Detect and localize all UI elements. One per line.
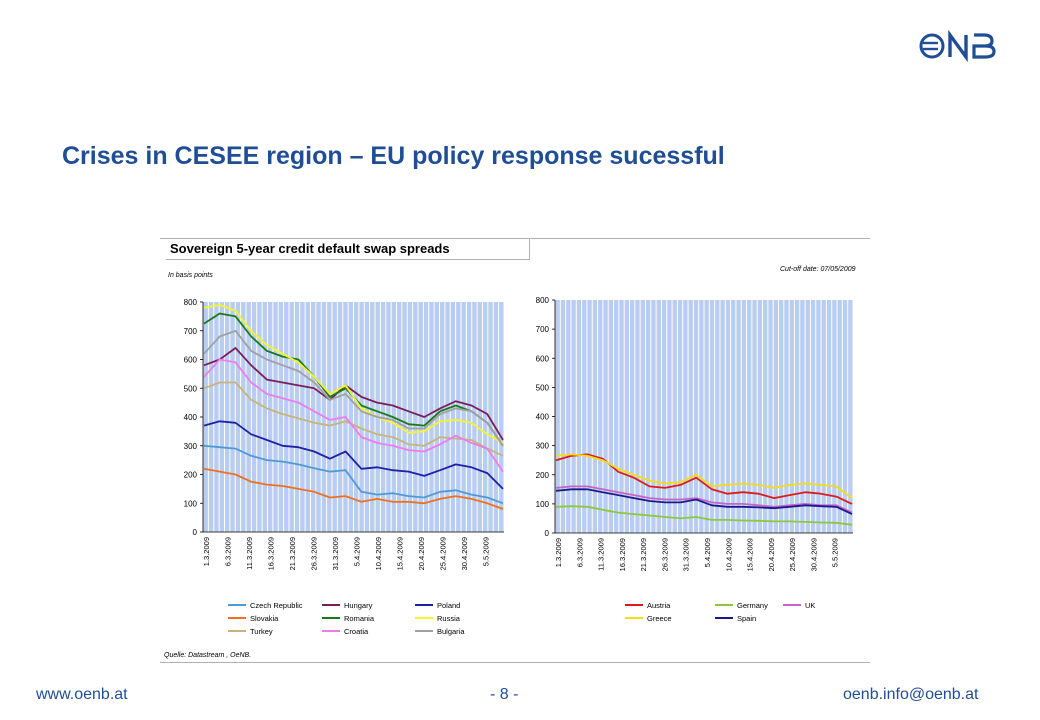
x-tick-label: 16.3.2009	[618, 538, 627, 571]
x-tick-label: 26.3.2009	[660, 538, 669, 571]
legend-label-turkey: Turkey	[250, 627, 273, 636]
x-tick-label: 11.3.2009	[245, 537, 254, 570]
oenb-logo	[919, 30, 996, 62]
y-tick-label: 600	[184, 356, 198, 365]
x-tick-label: 25.4.2009	[439, 537, 448, 570]
legend-label-uk: UK	[805, 601, 815, 610]
series-line-russia	[203, 304, 504, 444]
x-tick-label: 21.3.2009	[288, 537, 297, 570]
series-line-spain	[555, 488, 853, 515]
y-tick-label: 100	[184, 499, 198, 508]
series-line-poland	[203, 420, 504, 490]
series-line-uk	[555, 485, 853, 514]
page-number: - 8 -	[490, 686, 519, 703]
y-tick-label: 500	[536, 383, 550, 392]
x-tick-label: 10.4.2009	[374, 537, 383, 570]
x-tick-label: 5.4.2009	[703, 538, 712, 567]
series-line-bulgaria	[203, 329, 504, 447]
x-tick-label: 6.3.2009	[575, 538, 584, 567]
y-tick-label: 400	[184, 413, 198, 422]
x-tick-label: 31.3.2009	[682, 538, 691, 571]
series-line-hungary	[203, 347, 504, 441]
figure-bottom-rule	[160, 662, 870, 663]
cutoff-note: Cut-off date: 07/05/2009	[780, 266, 856, 273]
x-tick-label: 5.4.2009	[353, 537, 362, 566]
y-tick-label: 500	[184, 384, 198, 393]
x-tick-label: 21.3.2009	[639, 538, 648, 571]
y-tick-label: 800	[536, 296, 550, 305]
y-tick-label: 600	[536, 354, 550, 363]
y-tick-label: 700	[184, 327, 198, 336]
legend-label-bulgaria: Bulgaria	[437, 627, 465, 636]
source-note: Quelle: Datastream , OeNB.	[164, 652, 252, 659]
series-line-greece	[555, 453, 853, 499]
x-tick-label: 5.5.2009	[482, 537, 491, 566]
legend-label-czech-republic: Czech Republic	[250, 601, 303, 610]
x-tick-label: 30.4.2009	[809, 538, 818, 571]
legend-label-croatia: Croatia	[344, 627, 369, 636]
y-tick-label: 0	[545, 529, 550, 538]
unit-note: In basis points	[168, 272, 213, 279]
y-tick-label: 700	[536, 325, 550, 334]
x-tick-label: 5.5.2009	[831, 538, 840, 567]
y-tick-label: 100	[536, 500, 550, 509]
y-tick-label: 200	[184, 471, 198, 480]
y-tick-label: 300	[536, 442, 550, 451]
legend-label-spain: Spain	[737, 614, 756, 623]
series-line-germany	[555, 505, 853, 526]
x-tick-label: 11.3.2009	[597, 538, 606, 571]
y-tick-label: 300	[184, 442, 198, 451]
x-tick-label: 1.3.2009	[202, 537, 211, 566]
series-line-slovakia	[203, 467, 504, 510]
legend-label-romania: Romania	[344, 614, 375, 623]
x-tick-label: 15.4.2009	[746, 538, 755, 571]
legend-label-russia: Russia	[437, 614, 461, 623]
legend-label-austria: Austria	[647, 601, 671, 610]
footer-email[interactable]: oenb.info@oenb.at	[843, 686, 979, 703]
series-line-turkey	[203, 381, 504, 457]
x-tick-label: 31.3.2009	[331, 537, 340, 570]
chart-figure: Sovereign 5-year credit default swap spr…	[160, 234, 870, 664]
x-tick-label: 1.3.2009	[554, 538, 563, 567]
x-tick-label: 16.3.2009	[267, 537, 276, 570]
figure-title: Sovereign 5-year credit default swap spr…	[166, 238, 530, 260]
y-tick-label: 400	[536, 413, 550, 422]
y-tick-label: 800	[184, 298, 198, 307]
x-tick-label: 26.3.2009	[310, 537, 319, 570]
chart-cesee-cds: 0 100 200 300 400 500 600 700 800 1.3.2009 6.3.200…	[184, 298, 505, 636]
x-tick-label: 20.4.2009	[417, 537, 426, 570]
x-tick-label: 15.4.2009	[396, 537, 405, 570]
slide-title: Crises in CESEE region – EU policy respo…	[62, 142, 725, 170]
series-line-croatia	[203, 358, 504, 473]
legend-label-poland: Poland	[437, 601, 460, 610]
x-tick-label: 6.3.2009	[224, 537, 233, 566]
chart-euro-cds: 0 100 200 300 400 500 600 700 800 1.3.2009 6.3.200…	[536, 296, 854, 623]
x-tick-label: 20.4.2009	[767, 538, 776, 571]
legend-label-germany: Germany	[737, 601, 768, 610]
footer-website[interactable]: www.oenb.at	[36, 686, 128, 703]
x-tick-label: 25.4.2009	[788, 538, 797, 571]
legend-label-hungary: Hungary	[344, 601, 373, 610]
y-tick-label: 0	[193, 528, 198, 537]
y-tick-label: 200	[536, 471, 550, 480]
series-line-czech-republic	[203, 444, 504, 505]
x-tick-label: 10.4.2009	[724, 538, 733, 571]
legend-label-slovakia: Slovakia	[250, 614, 279, 623]
x-tick-label: 30.4.2009	[460, 537, 469, 570]
euro-circle-icon	[919, 33, 945, 59]
legend-label-greece: Greece	[647, 614, 672, 623]
